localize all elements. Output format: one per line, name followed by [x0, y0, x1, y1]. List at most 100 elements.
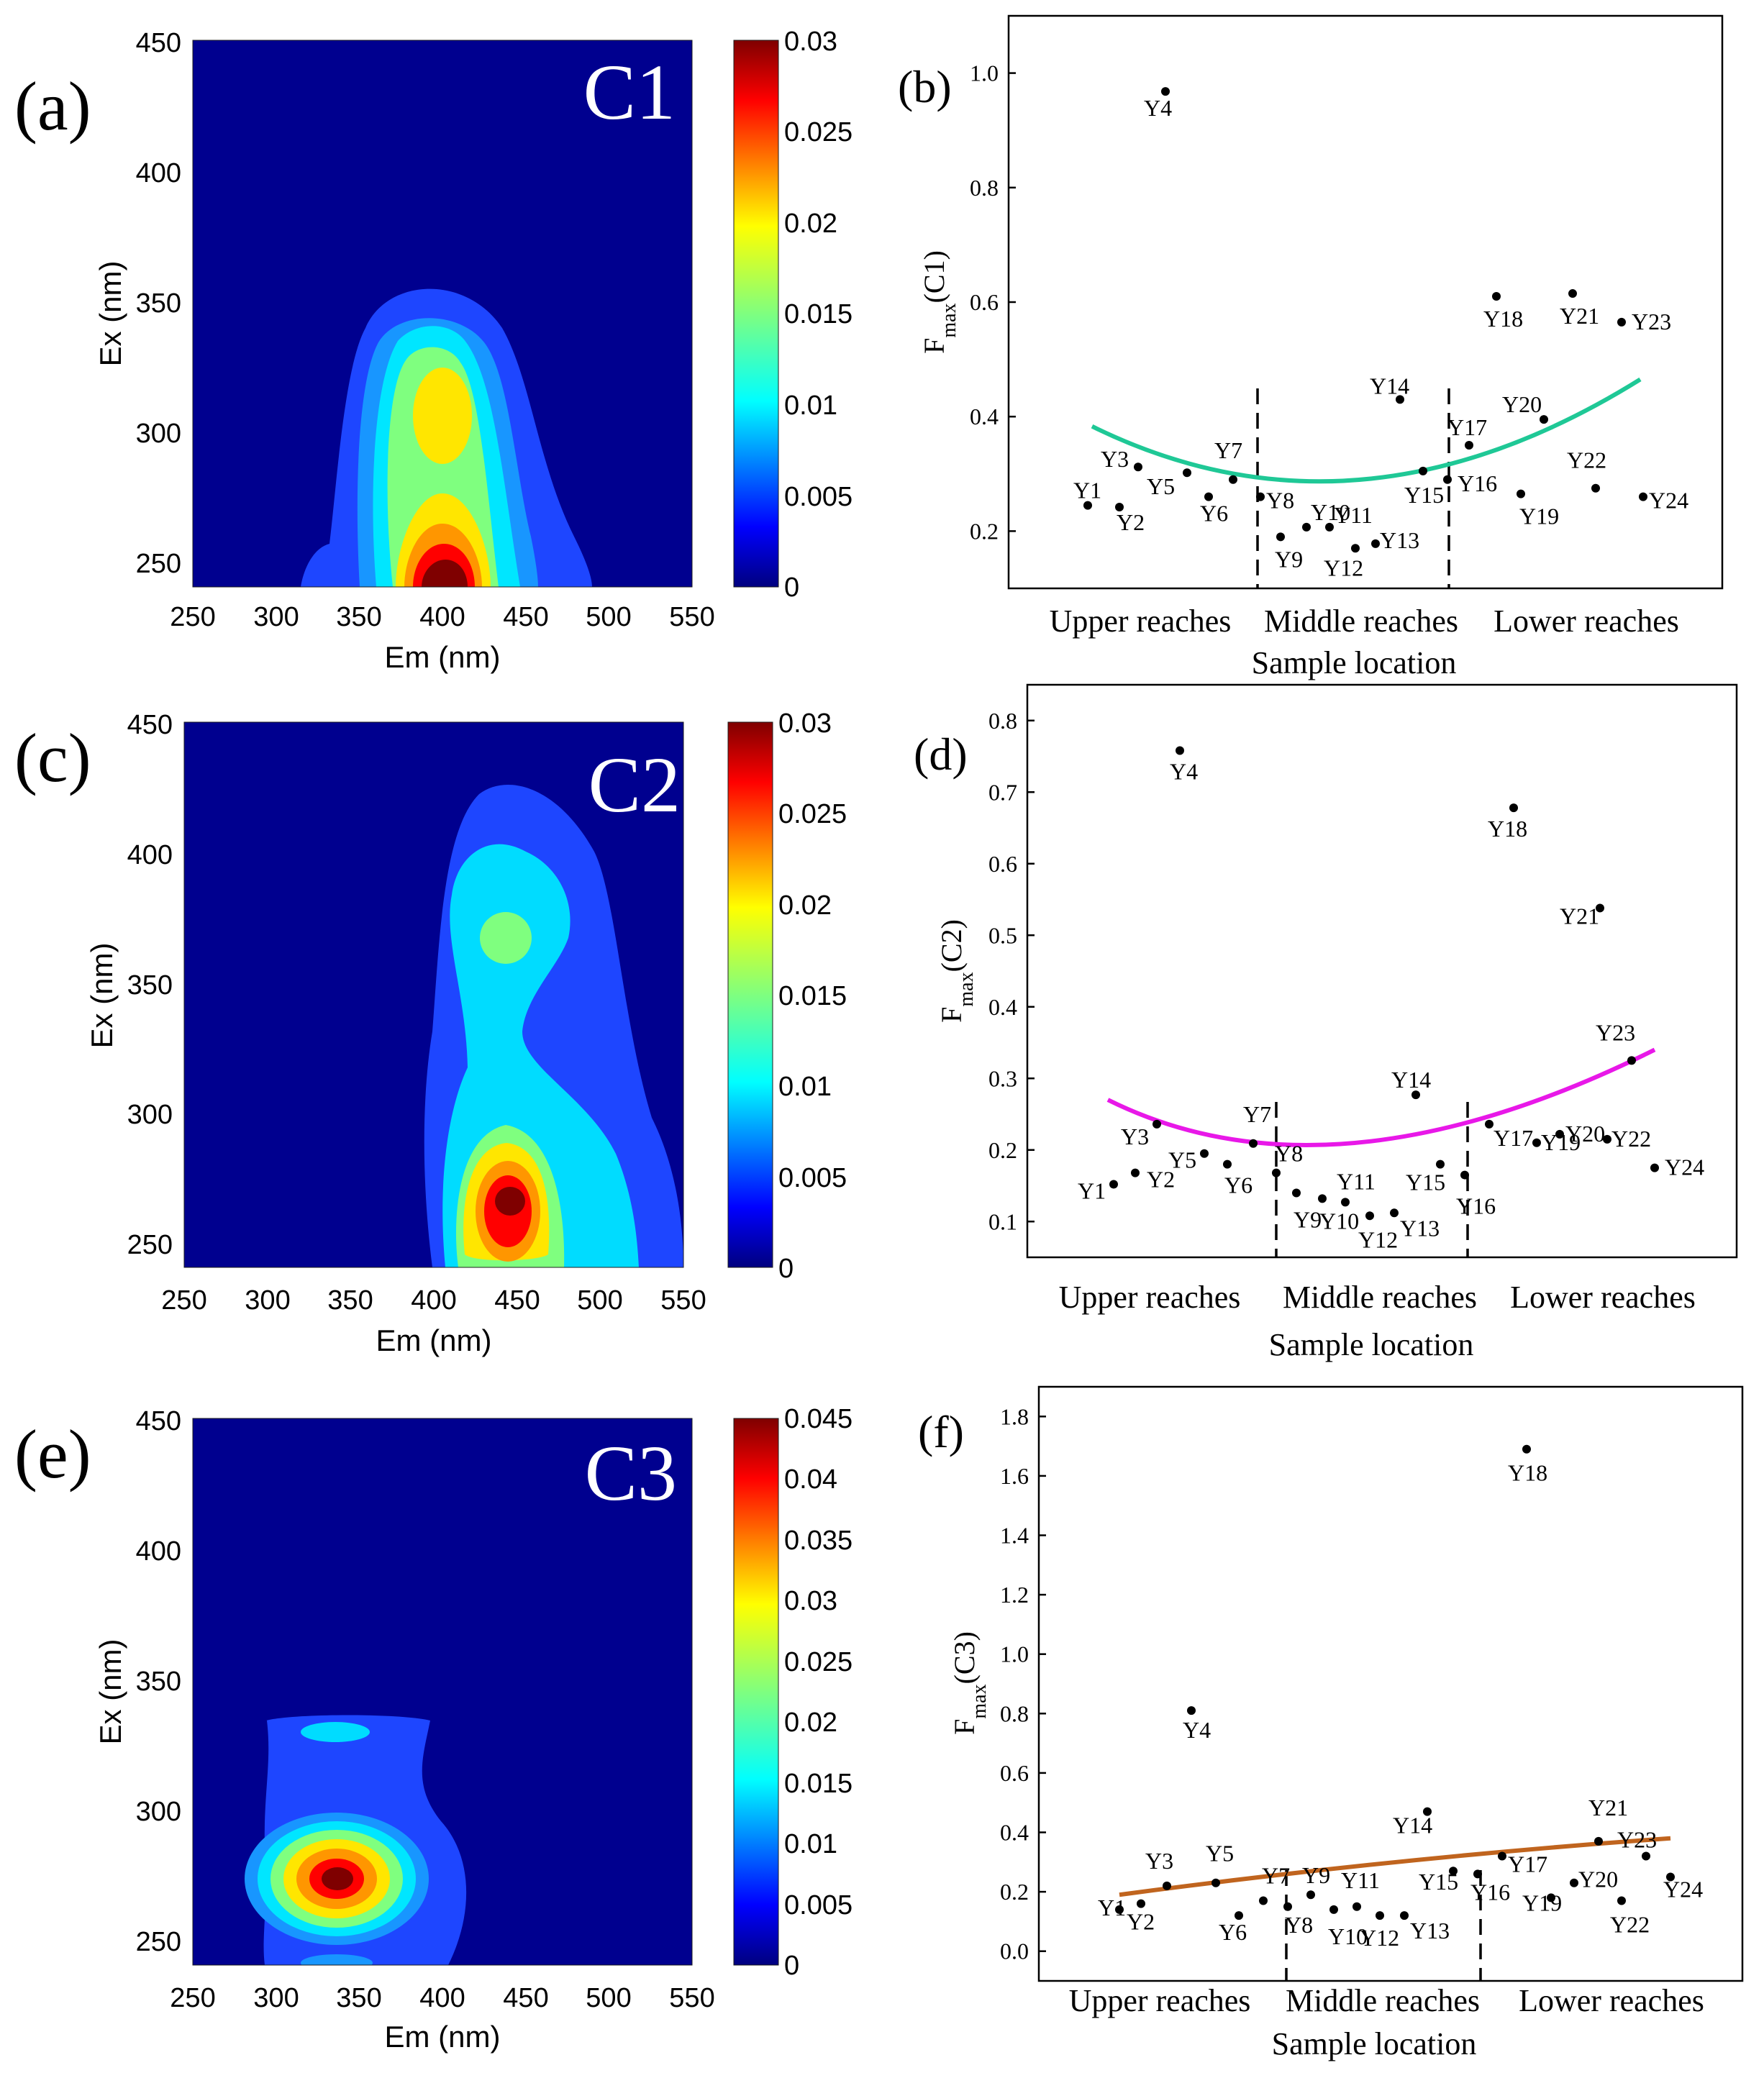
data-point	[1083, 501, 1092, 510]
x-tick-label: 400	[419, 602, 465, 632]
data-point-label: Y8	[1266, 488, 1294, 514]
y-tick-label: 300	[127, 1100, 173, 1130]
panel-label-d: (d)	[914, 729, 968, 780]
data-point	[1639, 492, 1647, 501]
data-point-label: Y5	[1168, 1147, 1196, 1173]
data-point-label: Y3	[1121, 1124, 1149, 1149]
x-axis-label: Em (nm)	[385, 2020, 501, 2054]
data-point-label: Y15	[1406, 1170, 1445, 1195]
y-tick-label: 0.5	[988, 922, 1017, 948]
data-point	[1259, 1896, 1268, 1905]
data-point-label: Y12	[1358, 1226, 1398, 1252]
scatter-panel-fmax-c2: (d) 0.10.20.30.40.50.60.70.8 Y1 Y2Y3Y4Y5Y…	[914, 683, 1738, 1362]
data-point-label: Y24	[1665, 1154, 1704, 1180]
data-point	[1176, 746, 1184, 755]
colorbar-tick-label: 0.02	[778, 890, 832, 921]
data-point-label: Y1	[1098, 1895, 1126, 1920]
data-point-label: Y11	[1334, 502, 1373, 528]
region-label-upper: Upper reaches	[1050, 603, 1232, 639]
colorbar-tick-label: 0	[784, 573, 799, 603]
data-point-label: Y16	[1458, 470, 1497, 496]
region-label-middle: Middle reaches	[1283, 1280, 1477, 1315]
y-tick-label: 0.2	[970, 518, 999, 544]
y-tick-label: 0.6	[1000, 1760, 1029, 1786]
colorbar-tick-label: 0.005	[778, 1163, 847, 1193]
colorbar-tick-label: 0.02	[784, 1708, 837, 1738]
x-tick-label: 550	[669, 602, 714, 632]
data-point	[1570, 1878, 1578, 1887]
data-point-label: Y23	[1617, 1827, 1657, 1853]
y-tick-label: 300	[136, 419, 181, 449]
data-point-label: Y2	[1147, 1167, 1175, 1193]
data-point	[1591, 483, 1600, 493]
panel-label-b: (b)	[898, 61, 952, 112]
data-point-label: Y7	[1262, 1862, 1290, 1888]
colorbar-tick-label: 0.03	[784, 27, 837, 57]
data-point-label: Y1	[1078, 1178, 1106, 1204]
data-point-label: Y22	[1611, 1126, 1651, 1152]
y-tick-label: 250	[136, 549, 181, 579]
y-tick-label: 400	[136, 158, 181, 188]
data-point	[1283, 1902, 1292, 1911]
y-axis-label: Ex (nm)	[85, 943, 119, 1049]
y-axis-label: Ex (nm)	[94, 1639, 127, 1745]
data-point	[1390, 1208, 1399, 1218]
data-point	[1131, 1168, 1140, 1177]
data-point	[1152, 1119, 1161, 1129]
data-point	[1229, 475, 1237, 484]
data-point	[1596, 903, 1604, 913]
y-tick-label: 350	[127, 970, 173, 1001]
contour-level-3	[480, 912, 532, 964]
data-point	[1594, 1836, 1603, 1846]
colorbar-tick-label: 0.005	[784, 482, 853, 512]
data-point-label: Y22	[1610, 1911, 1650, 1937]
data-point	[1666, 1872, 1675, 1882]
region-label-lower: Lower reaches	[1519, 1983, 1704, 2018]
component-label-c2: C2	[588, 741, 681, 829]
data-point	[1517, 489, 1525, 498]
data-point-label: Y15	[1404, 482, 1444, 508]
x-tick-label: 550	[669, 1983, 714, 2013]
data-point-label: Y16	[1456, 1193, 1496, 1219]
x-tick-label: 300	[253, 602, 299, 632]
data-point	[1411, 1090, 1420, 1100]
data-point-label: Y23	[1596, 1019, 1635, 1045]
data-point-label: Y20	[1565, 1121, 1605, 1147]
heatmap-panel-c2: (c) C2 250 300 350 400 450 500 550 250 3…	[14, 708, 847, 1357]
data-point	[1473, 1869, 1482, 1879]
data-point	[1492, 292, 1501, 301]
data-point	[1460, 1170, 1469, 1180]
data-point	[1352, 1902, 1361, 1911]
data-point	[1419, 466, 1427, 475]
data-point-label: Y5	[1206, 1841, 1234, 1867]
data-point-label: Y12	[1360, 1925, 1399, 1951]
colorbar-ticks: 0 0.005 0.01 0.015 0.02 0.025 0.03	[778, 708, 847, 1284]
data-point	[1547, 1893, 1555, 1902]
data-point	[1249, 1139, 1258, 1148]
data-point-label: Y9	[1294, 1206, 1322, 1232]
data-point-label: Y20	[1578, 1867, 1618, 1892]
heatmap-panel-c1: (a) C1 250 300 350 400 450 500 550 250 3…	[14, 27, 853, 674]
colorbar-tick-label: 0.005	[784, 1890, 853, 1920]
plot-frame	[1037, 1385, 1744, 1982]
colorbar-tick-label: 0.035	[784, 1526, 853, 1556]
data-point	[1532, 1138, 1541, 1147]
heatmap-panel-c3: (e) C3 250 300 350 400 450 500 550 250 3…	[14, 1404, 853, 2054]
data-point-label: Y4	[1144, 95, 1172, 121]
data-point	[1509, 803, 1518, 813]
data-point	[1211, 1878, 1220, 1887]
x-tick-label: 500	[586, 602, 631, 632]
data-point	[1329, 1905, 1338, 1914]
data-point	[1617, 317, 1626, 327]
y-tick-label: 0.0	[1000, 1938, 1029, 1964]
data-point-label: Y16	[1470, 1879, 1510, 1905]
data-point	[1650, 1163, 1659, 1172]
colorbar-tick-label: 0.03	[784, 1586, 837, 1616]
x-tick-label: 450	[494, 1285, 540, 1316]
data-point	[1137, 1899, 1145, 1908]
colorbar-tick-label: 0.04	[784, 1464, 837, 1495]
y-tick-label: 0.6	[970, 289, 999, 315]
y-tick-label: 250	[127, 1230, 173, 1260]
x-tick-label: 350	[336, 602, 381, 632]
region-label-lower: Lower reaches	[1510, 1280, 1696, 1315]
